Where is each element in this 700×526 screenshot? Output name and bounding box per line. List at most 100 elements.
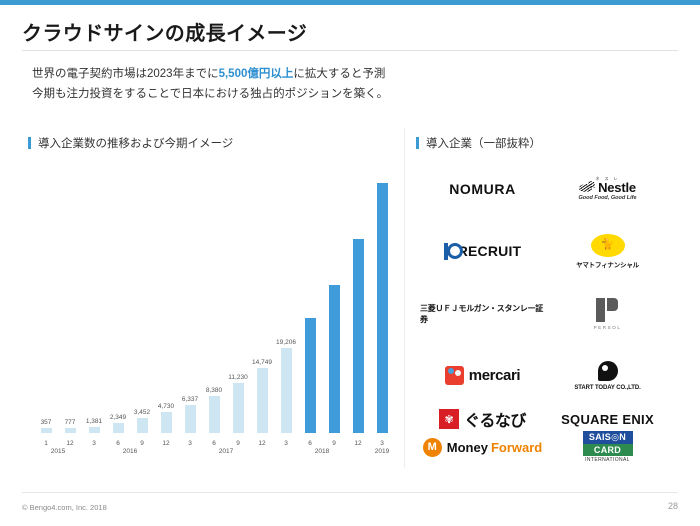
chart-bar: 6,337: [182, 396, 198, 433]
chart-bar: 3,452: [134, 409, 150, 433]
logo-mercari: mercari: [420, 345, 545, 407]
lead-highlight: 5,500億円以上: [218, 68, 294, 80]
copyright-text: © Bengo4.com, Inc. 2018: [22, 503, 107, 512]
customer-logo-grid: NOMURA ネ ス レ Nestle Good Food, Good Life…: [420, 158, 670, 463]
chart-bar-slot: 1,381: [82, 168, 106, 433]
chart-month-tick: 6: [212, 440, 216, 447]
chart-bar: [352, 238, 364, 433]
chart-month-tick: 3: [92, 440, 96, 447]
chart-month-tick: 12: [258, 440, 266, 447]
nestle-furigana: ネ ス レ: [595, 175, 620, 181]
square-enix-wordmark: SQUARE ENIX: [561, 411, 654, 427]
lead-line-2: 今期も注力投資をすることで日本における独占的ポジションを築く。: [32, 88, 389, 100]
chart-month-tick: 3: [284, 440, 288, 447]
chart-bar-slot: 8,380: [202, 168, 226, 433]
chart-section-heading: 導入企業数の推移および今期イメージ: [28, 135, 233, 151]
chart-bar-slot: 3,452: [130, 168, 154, 433]
chart-bar: [304, 318, 316, 433]
nomura-wordmark: NOMURA: [449, 181, 516, 198]
logo-persol: PERSOL: [545, 283, 670, 345]
chart-year-tick: 2016: [122, 448, 138, 455]
footer-divider: [22, 492, 678, 493]
gurunavi-wordmark: ぐるなび: [464, 413, 526, 430]
gurunavi-logo: ✾ ぐるなび: [439, 407, 526, 431]
nestle-tagline: Good Food, Good Life: [578, 194, 637, 201]
page-title: クラウドサインの成長イメージ: [22, 23, 308, 45]
chart-month-tick: 6: [308, 440, 312, 447]
chart-bar-slot: 19,206: [274, 168, 298, 433]
chart-bar-value-label: 19,206: [276, 339, 296, 347]
chart-bar-slot: 4,730: [154, 168, 178, 433]
chart-year-tick: 2018: [314, 448, 330, 455]
chart-bar: 1,381: [86, 418, 102, 433]
lead-text-pre: 世界の電子契約市場は2023年までに: [32, 68, 219, 80]
mercari-logo: mercari: [444, 366, 521, 386]
chart-month-tick: 9: [332, 440, 336, 447]
chart-bar-value-label: 14,749: [252, 358, 272, 366]
title-divider: [22, 50, 678, 51]
logos-section-heading: 導入企業（一部抜粋）: [416, 135, 541, 151]
saison-line2: CARD: [582, 444, 633, 456]
chart-bar-slot: 6,337: [178, 168, 202, 433]
start-today-logo: START TODAY CO.,LTD.: [574, 360, 641, 391]
lead-line-1: 世界の電子契約市場は2023年までに5,500億円以上に拡大すると予測: [32, 64, 388, 84]
logo-saison-card: SAIS◎N CARD INTERNATIONAL: [545, 431, 670, 463]
chart-bar: 357: [40, 419, 52, 433]
chart-month-tick: 9: [140, 440, 144, 447]
recruit-r-icon: [443, 242, 463, 260]
chart-bars: 357 777 1,381 2,349 3,452 4,730 6,337 8,380 11,2…: [34, 168, 394, 433]
chart-bar-slot: [322, 168, 346, 433]
growth-bar-chart: 357 777 1,381 2,349 3,452 4,730 6,337 8,380 11,2…: [34, 160, 394, 460]
chart-bar-slot: 357: [34, 168, 58, 433]
yamato-wordmark: ヤマトフィナンシャル: [576, 261, 639, 269]
money-forward-logo: Money Forward: [422, 437, 542, 457]
chart-bar-value-label: 777: [64, 418, 76, 426]
logo-square-enix: SQUARE ENIX: [545, 407, 670, 431]
money-forward-word1: Money: [446, 439, 488, 455]
chart-bar-value-label: 1,381: [85, 417, 103, 425]
nest-bird-icon: [579, 180, 596, 194]
nestle-mark-row: Nestle: [578, 179, 636, 195]
chart-month-tick: 9: [236, 440, 240, 447]
nestle-wordmark: Nestle: [598, 179, 636, 195]
logo-mufg-morgan-stanley: 三菱ＵＦＪモルガン・スタンレー証券: [420, 283, 545, 345]
chart-bar: 2,349: [110, 414, 126, 433]
top-accent-band: [0, 0, 700, 5]
lead-paragraph: 世界の電子契約市場は2023年までに5,500億円以上に拡大すると予測 今期も注…: [32, 64, 388, 104]
chart-bar: 8,380: [206, 387, 222, 433]
chart-bar-value-label: 6,337: [181, 396, 199, 404]
logo-yamato-financial: 🐈 ヤマトフィナンシャル: [545, 220, 670, 282]
chart-bar-slot: 14,749: [250, 168, 274, 433]
chart-bar-value-label: 3,452: [133, 408, 151, 416]
logo-recruit: RECRUIT: [420, 220, 545, 282]
nestle-logo: ネ ス レ Nestle Good Food, Good Life: [578, 175, 637, 202]
chart-bar-value-label: 4,730: [157, 403, 175, 411]
saison-card-logo: SAIS◎N CARD INTERNATIONAL: [582, 431, 633, 463]
chart-month-tick: 12: [354, 440, 362, 447]
black-cat-icon: 🐈: [600, 238, 615, 251]
mercari-wordmark: mercari: [468, 367, 521, 385]
chart-bar-slot: 777: [58, 168, 82, 433]
chart-bar: 777: [64, 419, 76, 433]
chart-bar: 19,206: [276, 339, 296, 433]
logo-nomura: NOMURA: [420, 158, 545, 220]
chart-bar-slot: [298, 168, 322, 433]
chart-year-tick: 2015: [50, 448, 66, 455]
money-forward-circle-icon: [422, 437, 442, 457]
chart-x-axis-months: 1 12 3 6 9 12 3 6 9 12 3 6 9 12 3: [34, 440, 394, 447]
chart-month-tick: 3: [380, 440, 384, 447]
saison-line1: SAIS◎N: [582, 431, 633, 444]
logo-nestle: ネ ス レ Nestle Good Food, Good Life: [545, 158, 670, 220]
chart-bar-slot: [370, 168, 394, 433]
recruit-wordmark: RECRUIT: [457, 243, 522, 260]
chart-bar-value-label: 11,230: [228, 374, 248, 382]
mercari-box-icon: [444, 366, 464, 386]
page-number: 28: [667, 501, 678, 511]
start-today-drop-icon: [597, 360, 618, 381]
gurunavi-seal-icon: ✾: [439, 409, 460, 429]
chart-month-tick: 12: [66, 440, 74, 447]
persol-p-icon: [596, 297, 619, 322]
chart-year-tick: 2019: [374, 448, 390, 455]
lead-text-post: に拡大すると予測: [293, 68, 386, 80]
